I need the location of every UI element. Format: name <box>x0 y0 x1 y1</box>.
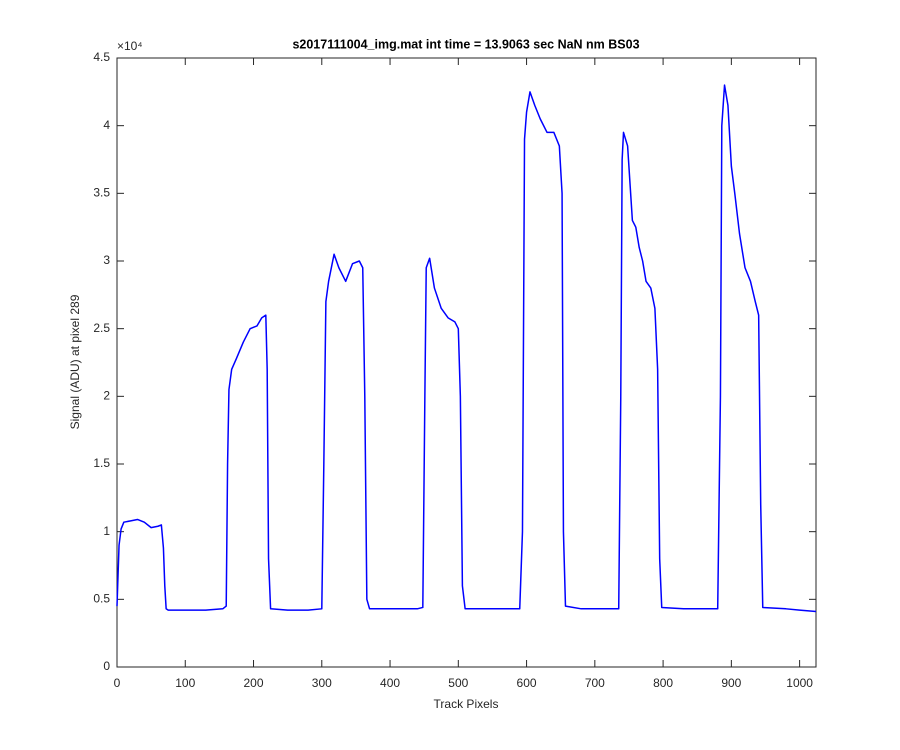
y-tick-label: 3.5 <box>93 186 110 200</box>
x-tick-label: 500 <box>448 676 468 690</box>
x-tick-label: 900 <box>721 676 741 690</box>
plot-box <box>116 57 817 668</box>
x-tick-label: 1000 <box>786 676 813 690</box>
y-exponent: ×10⁴ <box>117 39 143 53</box>
y-tick-label: 2.5 <box>93 321 110 335</box>
x-tick-label: 0 <box>114 676 121 690</box>
y-tick-label: 1.5 <box>93 456 110 470</box>
y-axis-label: Signal (ADU) at pixel 289 <box>68 294 82 429</box>
x-tick-label: 200 <box>244 676 264 690</box>
y-tick-label: 0.5 <box>93 592 110 606</box>
x-tick-label: 700 <box>585 676 605 690</box>
data-line <box>116 84 817 613</box>
y-tick-label: 1 <box>103 524 110 538</box>
y-tick-label: 3 <box>103 253 110 267</box>
x-tick-label: 400 <box>380 676 400 690</box>
x-tick-label: 300 <box>312 676 332 690</box>
y-tick-label: 4 <box>103 118 110 132</box>
x-tick-label: 100 <box>175 676 195 690</box>
y-tick-label: 4.5 <box>93 50 110 64</box>
x-axis-label: Track Pixels <box>434 697 499 711</box>
y-tick-label: 2 <box>103 389 110 403</box>
chart-title: s2017111004_img.mat int time = 13.9063 s… <box>292 37 639 51</box>
y-tick-label: 0 <box>103 659 110 673</box>
x-tick-label: 600 <box>517 676 537 690</box>
x-tick-label: 800 <box>653 676 673 690</box>
